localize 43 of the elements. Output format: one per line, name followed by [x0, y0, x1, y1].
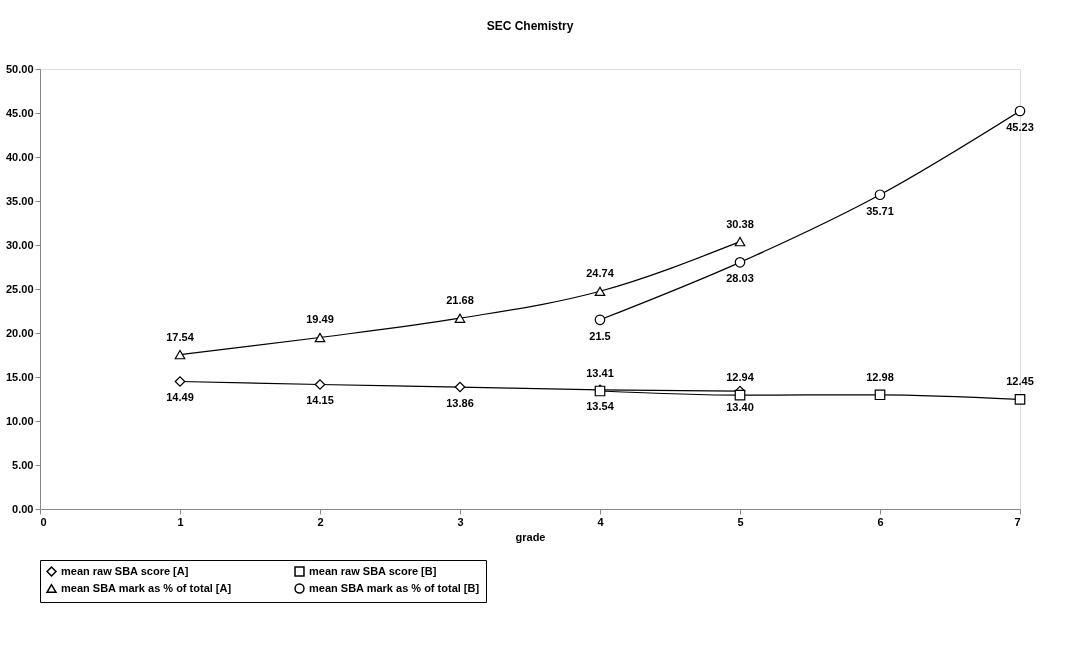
- x-tick-label: 0: [40, 515, 47, 528]
- x-axis-title: grade: [515, 530, 546, 543]
- y-tick-label: 45.00: [5, 106, 34, 119]
- x-tick-label: 2: [317, 515, 324, 528]
- x-tick-label: 3: [457, 515, 464, 528]
- data-label: 13.54: [586, 399, 615, 412]
- data-label: 28.03: [726, 272, 754, 285]
- data-label: 24.74: [586, 267, 615, 280]
- data-label: 45.23: [1006, 120, 1034, 133]
- x-tick-label: 5: [737, 515, 744, 528]
- legend-label: mean SBA mark as % of total [B]: [309, 581, 480, 594]
- x-tick-label: 4: [597, 515, 605, 528]
- data-label: 17.54: [166, 330, 195, 343]
- data-label: 13.40: [726, 401, 754, 414]
- x-tick-label: 1: [177, 515, 184, 528]
- data-label: 21.68: [446, 294, 474, 307]
- data-label: 12.45: [1006, 375, 1034, 388]
- x-tick-label: 7: [1014, 515, 1021, 528]
- legend-label: mean SBA mark as % of total [A]: [61, 581, 232, 594]
- data-label: 12.98: [866, 370, 894, 383]
- data-label: 30.38: [726, 217, 754, 230]
- data-label: 13.41: [586, 366, 614, 379]
- y-tick-label: 35.00: [5, 194, 34, 207]
- y-tick-label: 30.00: [5, 238, 34, 251]
- y-tick-label: 5.00: [12, 458, 34, 471]
- data-label: 14.15: [306, 394, 334, 407]
- x-tick-label: 6: [877, 515, 884, 528]
- y-tick-label: 10.00: [5, 414, 34, 427]
- data-label: 21.5: [589, 329, 611, 342]
- data-label: 19.49: [306, 313, 334, 326]
- y-tick-label: 0.00: [12, 502, 34, 515]
- data-label: 14.49: [166, 391, 194, 404]
- data-label: 35.71: [866, 204, 894, 217]
- legend-label: mean raw SBA score [A]: [61, 564, 189, 577]
- data-label: 13.86: [446, 397, 474, 410]
- chart-title: SEC Chemistry: [486, 19, 574, 33]
- legend-label: mean raw SBA score [B]: [309, 564, 437, 577]
- y-tick-label: 15.00: [5, 370, 34, 383]
- y-tick-label: 50.00: [5, 62, 34, 75]
- y-tick-label: 20.00: [5, 326, 34, 339]
- y-tick-label: 40.00: [5, 150, 34, 163]
- data-label: 12.94: [726, 371, 755, 384]
- y-tick-label: 25.00: [5, 282, 34, 295]
